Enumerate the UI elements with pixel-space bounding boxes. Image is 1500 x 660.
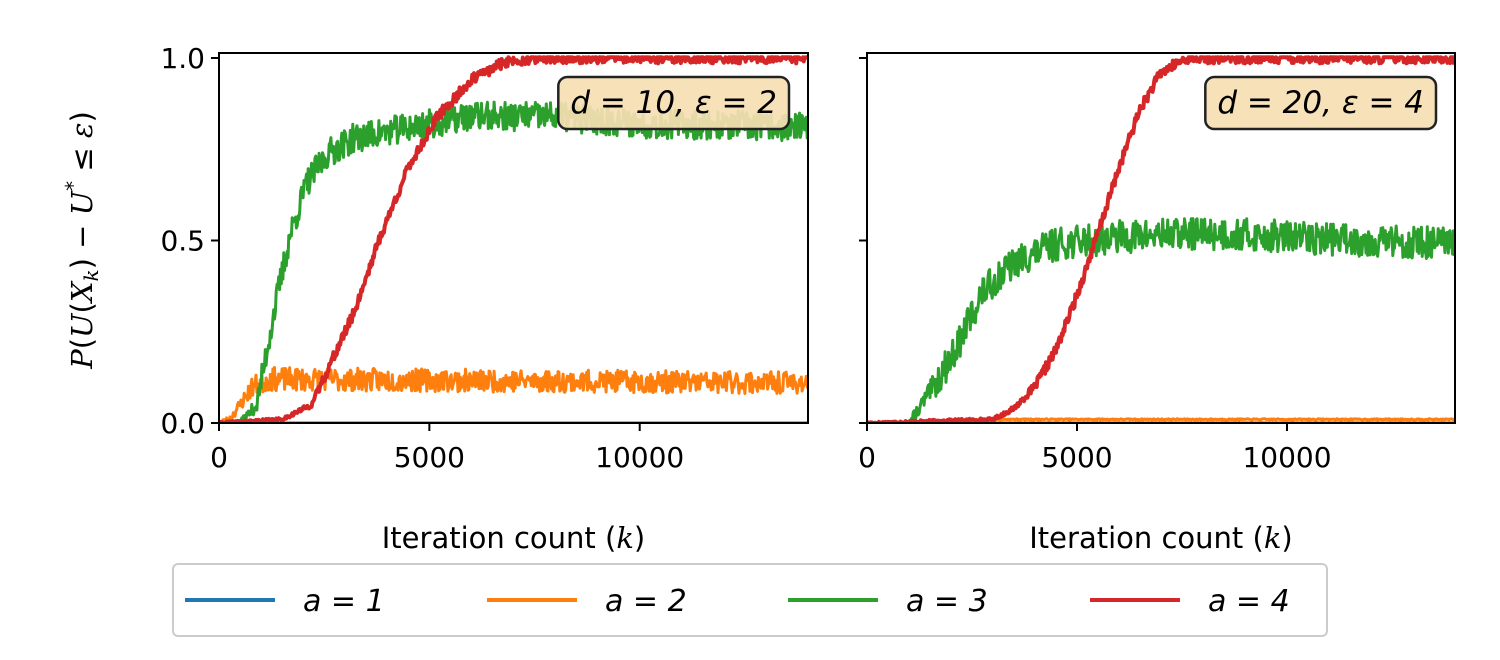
y-axis-label: P(U(Xk) − U* ≤ ε) xyxy=(61,111,103,370)
legend-frame xyxy=(172,563,1328,637)
x-tick-label: 5000 xyxy=(1041,441,1112,474)
annotation-box: d = 10, ε = 2 xyxy=(557,75,791,131)
series-line-a3 xyxy=(867,217,1455,424)
x-axis-label: Iteration count (k) xyxy=(1029,521,1292,555)
legend-entry-a3: a = 3 xyxy=(788,584,988,619)
y-tick-label: 1.0 xyxy=(160,42,205,75)
y-tick-label: 0.0 xyxy=(160,407,205,440)
x-tick-label: 0 xyxy=(858,441,876,474)
panel-left: 0 5000 10000 0.0 0.5 1.0 Iteration count (k) d … xyxy=(160,42,809,555)
series-line-a4 xyxy=(219,55,808,424)
y-tick-label: 0.5 xyxy=(160,225,205,258)
annotation-frame xyxy=(1204,75,1438,131)
legend-label: a = 2 xyxy=(605,584,687,619)
axes-frame xyxy=(866,52,1456,424)
legend-label: a = 3 xyxy=(906,584,988,619)
legend-entry-a1: a = 1 xyxy=(185,584,385,619)
legend: a = 1 a = 2 a = 3 a = 4 xyxy=(172,563,1328,637)
legend-label: a = 1 xyxy=(303,584,385,619)
legend-entry-a4: a = 4 xyxy=(1090,584,1290,619)
legend-label: a = 4 xyxy=(1208,584,1290,619)
annotation-text: d = 20, ε = 4 xyxy=(1217,85,1424,121)
x-axis-label: Iteration count (k) xyxy=(382,521,645,555)
x-tick-label: 10000 xyxy=(1242,441,1331,474)
annotation-text: d = 10, ε = 2 xyxy=(570,85,777,121)
x-tick-label: 10000 xyxy=(595,441,684,474)
x-tick-label: 0 xyxy=(210,441,228,474)
x-tick-label: 5000 xyxy=(394,441,465,474)
legend-entry-a2: a = 2 xyxy=(487,584,687,619)
panel-right: 0 5000 10000 Iteration count (k) d = 20, ε =… xyxy=(858,52,1456,555)
annotation-frame xyxy=(557,75,791,131)
series-line-a2 xyxy=(219,366,808,424)
axes-frame xyxy=(218,52,809,424)
series-line-a3 xyxy=(219,100,808,424)
annotation-box: d = 20, ε = 4 xyxy=(1204,75,1438,131)
series-line-a4 xyxy=(867,55,1455,424)
